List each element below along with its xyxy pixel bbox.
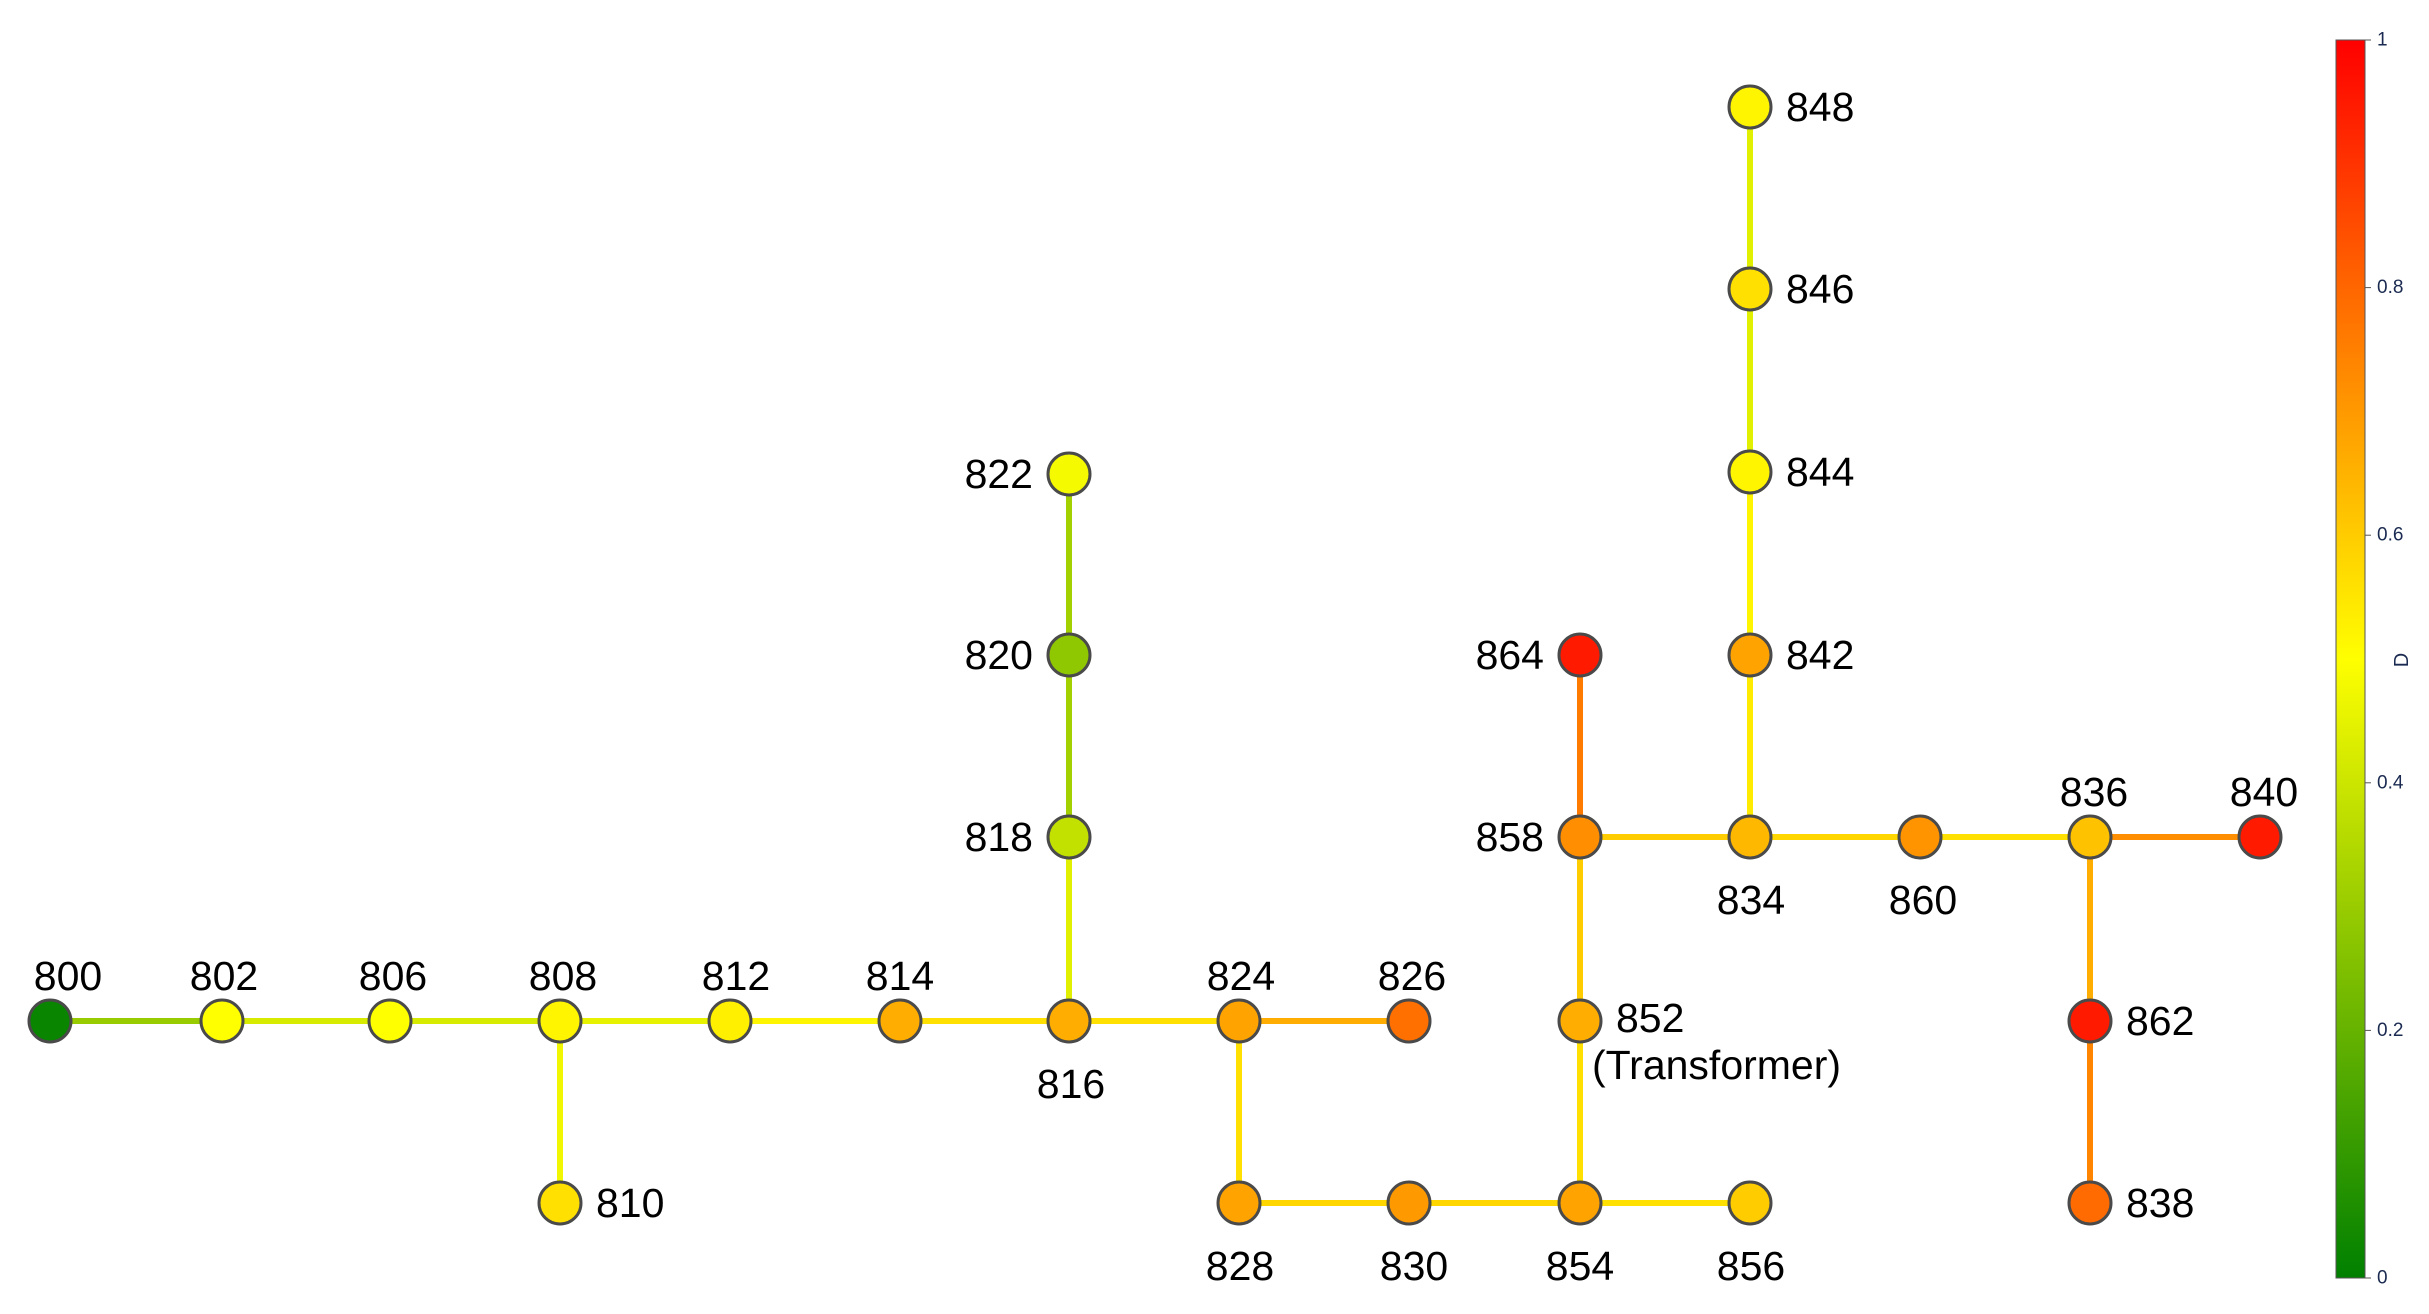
node-label-858: 858 [1476,814,1544,860]
colorbar-tick-label: 0.8 [2377,277,2403,298]
node-828 [1216,1180,1262,1226]
node-label-854: 854 [1546,1243,1614,1289]
node-808 [537,998,583,1044]
colorbar-gradient [2335,39,2366,1279]
node-label-836: 836 [2060,769,2128,815]
node-label-848: 848 [1786,84,1854,130]
node-858 [1557,814,1603,860]
node-812 [707,998,753,1044]
node-862 [2067,998,2113,1044]
node-label-842: 842 [1786,632,1854,678]
node-818 [1046,814,1092,860]
node-label-820: 820 [965,632,1033,678]
node-label-830: 830 [1380,1243,1448,1289]
node-label-818: 818 [965,814,1033,860]
node-label-810: 810 [596,1180,664,1226]
node-834 [1727,814,1773,860]
node-label-856: 856 [1717,1243,1785,1289]
node-848 [1727,84,1773,130]
node-816 [1046,998,1092,1044]
node-label-824: 824 [1207,953,1275,999]
node-820 [1046,632,1092,678]
node-label-834: 834 [1717,877,1785,923]
node-810 [537,1180,583,1226]
node-label-816: 816 [1037,1061,1105,1107]
node-856 [1727,1180,1773,1226]
node-822 [1046,451,1092,497]
node-label-864: 864 [1476,632,1544,678]
node-836 [2067,814,2113,860]
edges [50,107,2260,1206]
colorbar-tick-label: 0.4 [2377,772,2404,793]
node-826 [1386,998,1432,1044]
node-label-808: 808 [529,953,597,999]
node-label-852: 852 [1616,995,1684,1041]
node-sublabel-852: (Transformer) [1592,1042,1841,1088]
node-label-802: 802 [190,953,258,999]
node-label-806: 806 [359,953,427,999]
node-864 [1557,632,1603,678]
node-800 [27,998,73,1044]
node-854 [1557,1180,1603,1226]
node-838 [2067,1180,2113,1226]
node-label-840: 840 [2230,769,2298,815]
colorbar-title: D [2391,653,2413,667]
node-802 [199,998,245,1044]
node-label-838: 838 [2126,1180,2194,1226]
colorbar-tick-label: 0.2 [2377,1020,2403,1041]
node-814 [877,998,923,1044]
node-label-860: 860 [1889,877,1957,923]
colorbar-ticks: 0 0.2 0.4 0.6 0.8 1 [2365,30,2404,1289]
colorbar-tick-label: 0.6 [2377,525,2403,546]
node-label-828: 828 [1206,1243,1274,1289]
node-846 [1727,266,1773,312]
node-852 [1557,998,1603,1044]
node-label-862: 862 [2126,998,2194,1044]
node-label-822: 822 [965,451,1033,497]
node-label-800: 800 [34,953,102,999]
node-label-812: 812 [702,953,770,999]
node-860 [1897,814,1943,860]
node-844 [1727,449,1773,495]
node-label-844: 844 [1786,449,1854,495]
node-labels: 800 802 806 808 810 812 814 816 818 820 822 824 826 8… [34,84,2298,1289]
node-label-826: 826 [1378,953,1446,999]
node-label-814: 814 [866,953,934,999]
node-830 [1386,1180,1432,1226]
nodes [27,84,2283,1226]
node-842 [1727,632,1773,678]
colorbar: 0 0.2 0.4 0.6 0.8 1 D [2335,30,2413,1289]
node-824 [1216,998,1262,1044]
colorbar-tick-label: 0 [2377,1268,2388,1289]
colorbar-tick-label: 1 [2377,30,2388,51]
node-806 [367,998,413,1044]
node-label-846: 846 [1786,266,1854,312]
node-840 [2237,814,2283,860]
